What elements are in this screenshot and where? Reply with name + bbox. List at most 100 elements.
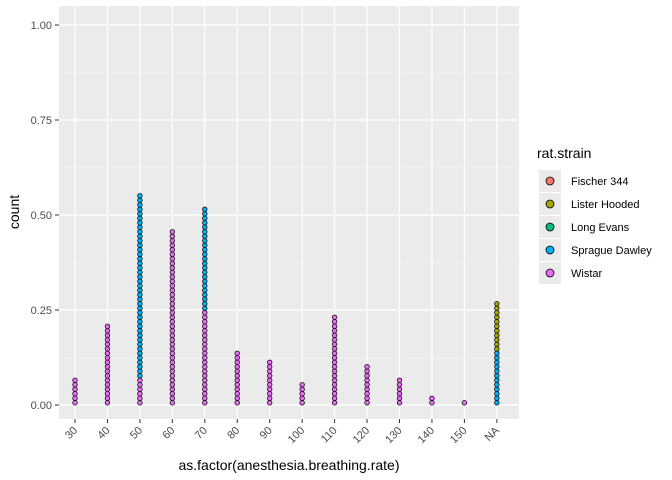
dot [72, 386, 78, 392]
dot [169, 400, 176, 406]
dot [104, 328, 111, 334]
dot [137, 391, 143, 397]
x-tick-label: 140 [416, 425, 437, 446]
dot [169, 314, 176, 320]
dot [104, 391, 111, 397]
dot [169, 233, 176, 239]
dot [202, 220, 208, 226]
dot [137, 292, 143, 298]
dot [72, 382, 78, 388]
dot [202, 256, 208, 262]
dot [364, 382, 370, 388]
dot [331, 359, 338, 365]
x-tick-label: 90 [258, 425, 275, 442]
dot [494, 368, 500, 374]
dot [494, 301, 500, 307]
dot [396, 377, 403, 383]
dot [331, 346, 338, 352]
dot [267, 391, 273, 397]
dot [202, 400, 208, 406]
legend-key-dot [545, 222, 555, 232]
dot [169, 386, 176, 392]
dot [299, 382, 305, 388]
dot [137, 296, 143, 302]
dot [396, 400, 403, 406]
dot [169, 350, 176, 356]
dot [234, 391, 240, 397]
dot [137, 328, 143, 334]
dot [299, 400, 305, 406]
dot [104, 364, 111, 370]
dot [137, 382, 143, 388]
dot [202, 283, 208, 289]
dot [169, 292, 176, 298]
legend-label: Fischer 344 [571, 176, 628, 188]
dot [137, 400, 143, 406]
x-tick-label: 110 [319, 425, 340, 446]
dot [202, 341, 208, 347]
dot [494, 382, 500, 388]
dot [494, 319, 500, 325]
dot [202, 238, 208, 244]
dot [494, 305, 500, 311]
dot [137, 197, 143, 203]
dot [234, 395, 240, 401]
dot [331, 332, 338, 338]
dot [202, 382, 208, 388]
legend-label: Wistar [571, 268, 603, 280]
dot [137, 373, 143, 379]
legend: rat.strain Fischer 344 Lister Hooded Long … [537, 145, 652, 284]
dot [331, 319, 338, 325]
dot [169, 337, 176, 343]
dot [234, 359, 240, 365]
dot [299, 395, 305, 401]
dot [202, 395, 208, 401]
dot [169, 305, 176, 311]
dot [331, 323, 338, 329]
y-tick-label: 1.00 [31, 20, 52, 32]
dot [494, 337, 500, 343]
dot [137, 386, 143, 392]
dot [137, 301, 143, 307]
dot [364, 395, 370, 401]
dot [137, 224, 143, 230]
legend-label: Long Evans [571, 222, 630, 234]
dot [331, 373, 338, 379]
dot [72, 395, 78, 401]
dot [202, 211, 208, 217]
dot [202, 355, 208, 361]
dot [137, 359, 143, 365]
dot [202, 287, 208, 293]
dot [169, 269, 176, 275]
dot [267, 395, 273, 401]
dot [494, 350, 500, 356]
x-tick-label: 60 [160, 425, 177, 442]
dot [494, 364, 500, 370]
x-tick-label: 100 [286, 425, 307, 446]
dot [364, 391, 370, 397]
dot [364, 386, 370, 392]
dot [267, 400, 273, 406]
dot [202, 373, 208, 379]
dot [104, 377, 111, 383]
y-tick-label: 0.25 [31, 305, 52, 317]
dot [234, 373, 240, 379]
dot [169, 242, 176, 248]
y-axis-title: count [6, 195, 22, 229]
dot [267, 382, 273, 388]
dot [234, 364, 240, 370]
dot [104, 382, 111, 388]
dot [331, 395, 338, 401]
dot [494, 332, 500, 338]
dot [137, 278, 143, 284]
dot [202, 206, 208, 212]
dot [202, 260, 208, 266]
dot [137, 287, 143, 293]
dot [104, 323, 111, 329]
dot [169, 274, 176, 280]
dot [169, 287, 176, 293]
dot [331, 350, 338, 356]
dot [202, 364, 208, 370]
dot [364, 364, 370, 370]
dot [169, 283, 176, 289]
